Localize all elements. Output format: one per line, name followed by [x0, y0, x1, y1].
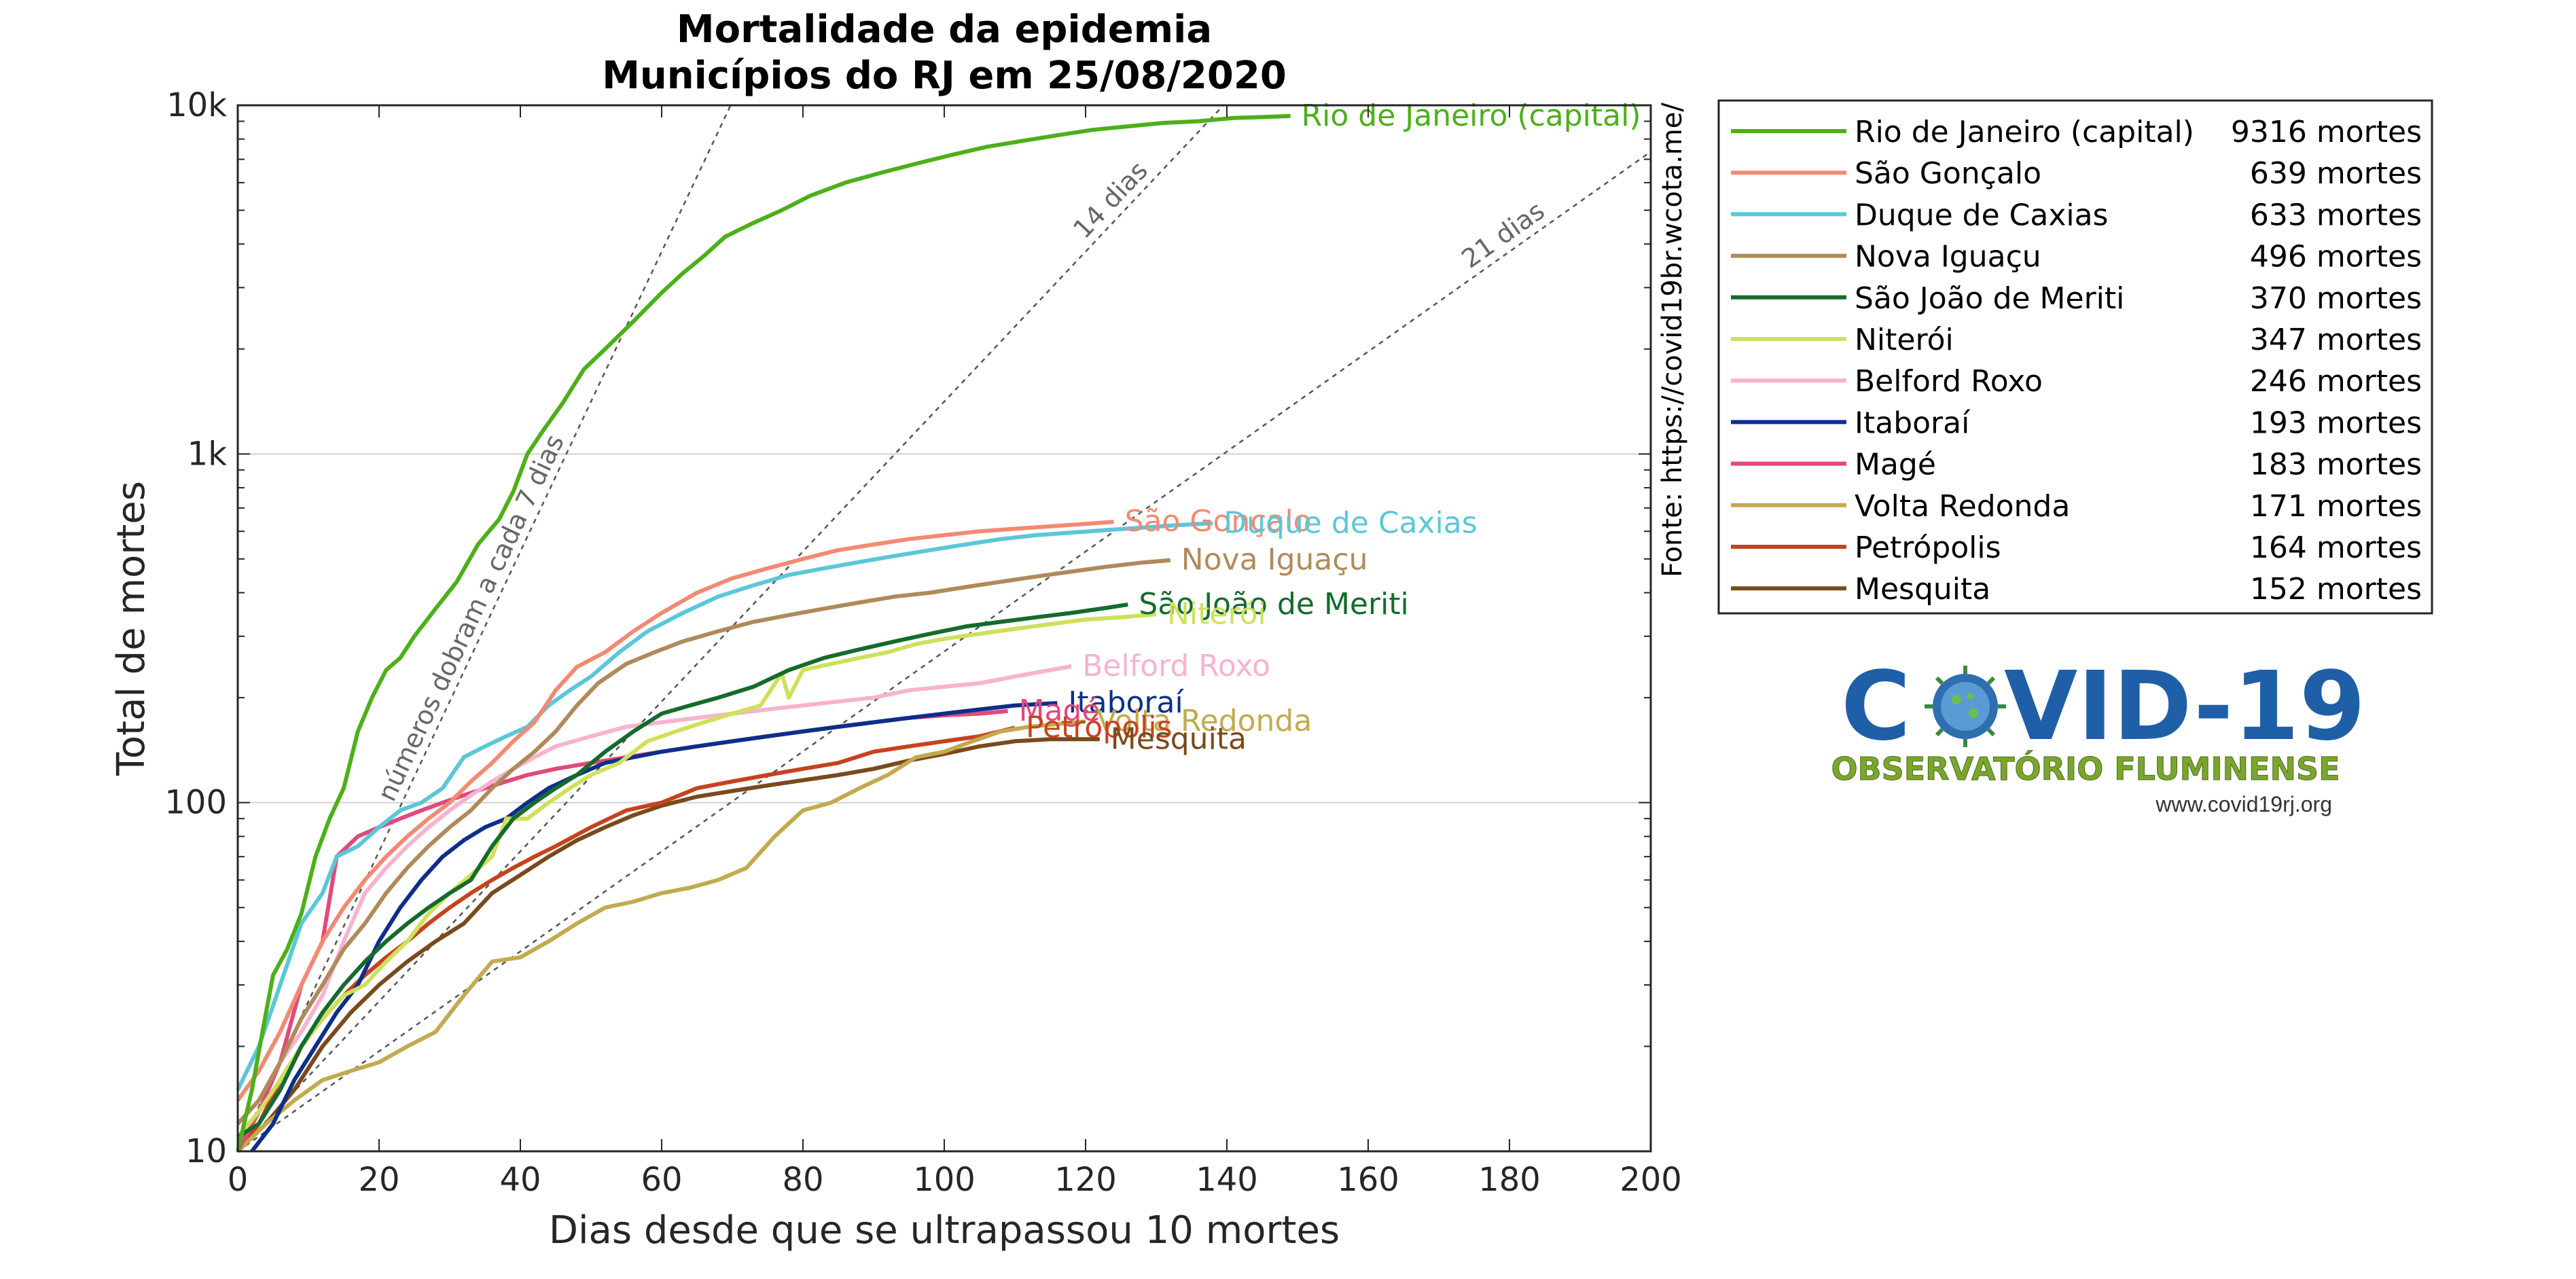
x-tick-label: 80	[782, 1161, 823, 1199]
logo-url: www.covid19rj.org	[2155, 792, 2332, 816]
logo-word: VID-19	[2004, 651, 2365, 762]
series-end-label: Petrópolis	[1026, 710, 1173, 744]
legend-total: 633 mortes	[2250, 198, 2422, 232]
series-end-label: São Gonçalo	[1125, 504, 1312, 539]
series-end-label: Nova Iguaçu	[1181, 543, 1368, 577]
series-line	[236, 520, 1114, 1102]
covid-logo: C VID-19 OBSERVATÓRIO FLUMINENSE www.cov…	[1831, 651, 2365, 816]
reference-label: 21 dias	[1456, 196, 1550, 274]
series-line	[236, 737, 1100, 1153]
chart-subtitle: Municípios do RJ em 25/08/2020	[602, 54, 1287, 98]
legend-series-name: São Gonçalo	[1855, 156, 2041, 191]
x-tick-label: 180	[1478, 1161, 1541, 1199]
legend-series-name: Rio de Janeiro (capital)	[1855, 115, 2194, 149]
chart-title: Mortalidade da epidemia	[677, 7, 1212, 52]
series-end-label: Itaboraí	[1068, 685, 1184, 720]
source-note: Fonte: https://covid19br.wcota.me/	[1657, 103, 1688, 577]
axis-ticks: 10 100 1k 10k 0 20 40 60 80 100 120 140 160 180 200	[164, 86, 1681, 1199]
legend-series-name: Niterói	[1855, 323, 1954, 357]
legend-series-name: Nova Iguaçu	[1855, 240, 2041, 274]
x-tick-label: 140	[1196, 1161, 1258, 1199]
legend-series-name: Duque de Caxias	[1855, 198, 2108, 232]
x-tick-label: 40	[499, 1161, 541, 1199]
legend-total: 347 mortes	[2250, 323, 2422, 357]
legend-series-name: Belford Roxo	[1855, 364, 2043, 399]
series-line	[236, 664, 1072, 1125]
grid	[238, 453, 1651, 804]
series-line	[236, 719, 1086, 1153]
series-end-label: Rio de Janeiro (capital)	[1302, 98, 1641, 133]
reference-line	[237, 105, 1224, 1152]
legend-total: 246 mortes	[2250, 364, 2422, 399]
y-tick-label: 1k	[187, 435, 228, 473]
legend-total: 639 mortes	[2250, 156, 2422, 191]
logo-subtitle: OBSERVATÓRIO FLUMINENSE	[1831, 751, 2340, 787]
y-tick-label: 10k	[166, 86, 227, 124]
legend-series-name: Magé	[1855, 448, 1936, 482]
legend-total: 183 mortes	[2250, 448, 2422, 482]
reference-label: 14 dias	[1067, 156, 1153, 245]
series-end-label: Volta Redonda	[1096, 704, 1312, 738]
legend-series-name: Mesquita	[1855, 572, 1990, 607]
x-tick-label: 120	[1054, 1161, 1117, 1199]
series-end-label: Mesquita	[1111, 721, 1247, 756]
legend-series-name: São João de Meriti	[1855, 281, 2124, 316]
y-axis-label: Total de mortes	[109, 481, 154, 776]
series-end-label: Duque de Caxias	[1223, 505, 1477, 540]
y-tick-label: 100	[164, 784, 227, 822]
legend-total: 496 mortes	[2250, 240, 2422, 274]
series-end-label: Belford Roxo	[1082, 649, 1270, 683]
x-tick-label: 100	[913, 1161, 976, 1199]
x-tick-label: 200	[1620, 1161, 1682, 1199]
x-tick-label: 60	[641, 1161, 682, 1199]
series-end-label: Niterói	[1167, 596, 1266, 631]
x-tick-label: 0	[228, 1161, 249, 1199]
x-tick-label: 160	[1337, 1161, 1399, 1199]
virus-icon	[1925, 666, 2006, 747]
legend-box	[1717, 99, 2433, 615]
series-line	[236, 602, 1128, 1139]
legend-total: 164 mortes	[2250, 530, 2422, 565]
legend-series-name: Itaboraí	[1855, 406, 1971, 440]
reference-line	[236, 105, 732, 1152]
logo-c-letter: C	[1841, 651, 1911, 762]
end-labels: Rio de Janeiro (capital) São GonçaloDuque…	[1019, 98, 1641, 757]
series-line	[236, 113, 1291, 1152]
reference-lines: números dobram a cada 7 dias 14 dias 21 di…	[236, 105, 1651, 1153]
reference-label: números dobram a cada 7 dias	[372, 430, 570, 806]
series-end-label: Magé	[1019, 693, 1101, 728]
series-line	[250, 701, 1058, 1153]
series-end-label: São João de Meriti	[1139, 587, 1408, 622]
x-axis-label: Dias desde que se ultrapassou 10 mortes	[549, 1208, 1340, 1253]
legend-total: 9316 mortes	[2231, 115, 2422, 149]
series-line	[236, 558, 1171, 1125]
legend-series-name: Volta Redonda	[1855, 489, 2070, 524]
legend: Rio de Janeiro (capital) 9316 mortes São G…	[1717, 99, 2433, 615]
legend-total: 171 mortes	[2250, 489, 2422, 524]
legend-total: 370 mortes	[2250, 281, 2422, 316]
series-lines	[236, 113, 1291, 1153]
x-tick-label: 20	[358, 1161, 399, 1199]
series-line	[236, 521, 1213, 1091]
legend-series-name: Petrópolis	[1855, 530, 2001, 565]
legend-total: 152 mortes	[2250, 572, 2422, 607]
legend-total: 193 mortes	[2250, 406, 2422, 440]
series-line	[236, 708, 1008, 1153]
y-tick-label: 10	[185, 1132, 227, 1170]
series-line	[236, 612, 1157, 1138]
